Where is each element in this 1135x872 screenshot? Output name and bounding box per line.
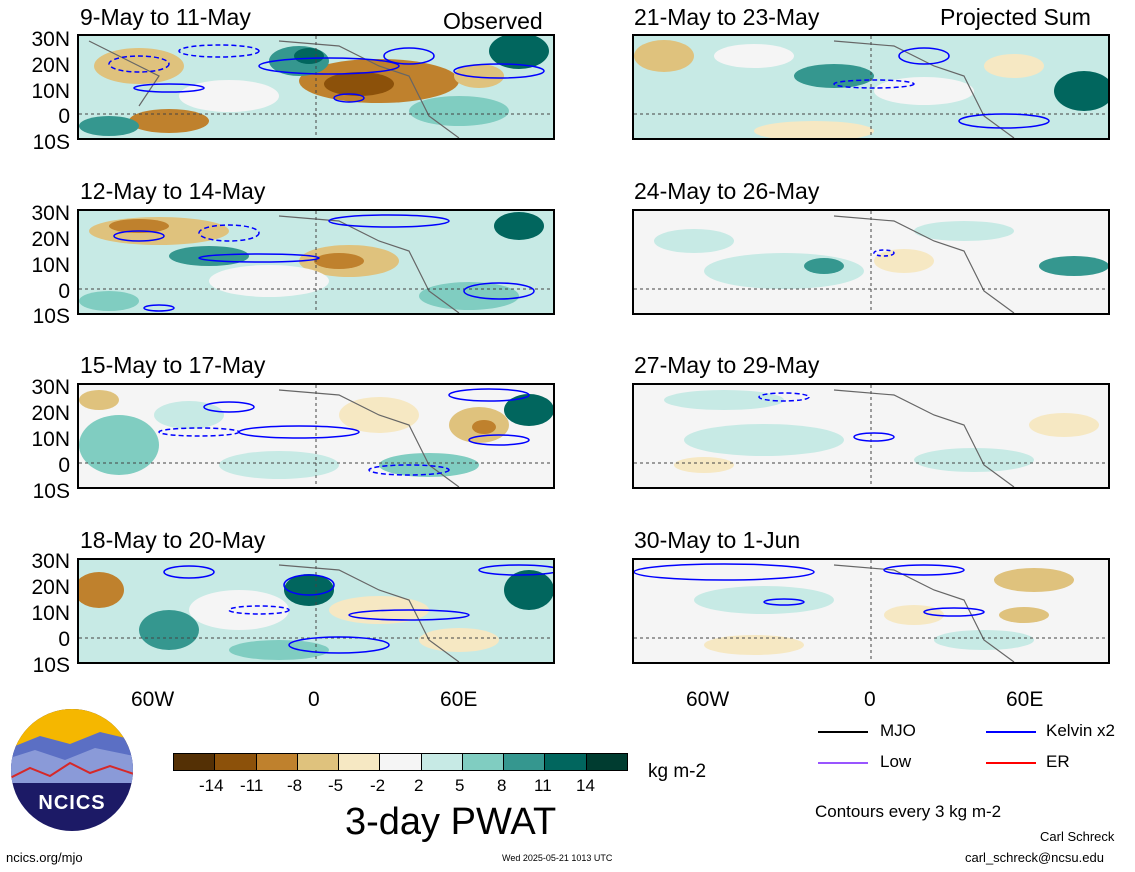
colorbar [173,753,628,771]
colorbar-tick: -11 [240,776,264,795]
y-tick: 0 [58,628,70,651]
map-panel-7 [632,383,1110,489]
y-tick: 10N [31,254,70,277]
y-tick: 0 [58,280,70,303]
colorbar-tick: -8 [287,776,303,795]
y-tick: 10S [32,480,70,503]
kelvin-line [986,731,1036,733]
legend-er: ER [1046,752,1070,771]
y-tick: 10S [32,131,70,154]
projected-sum-label: Projected Sum [940,4,1091,30]
colorbar-tick: 8 [497,776,507,795]
y-tick: 30N [31,376,70,399]
panel-title-6: 24-May to 26-May [634,178,820,204]
y-tick: 10N [31,428,70,451]
map-panel-8 [632,558,1110,664]
x-tick: 60W [131,688,175,711]
map-panel-2 [77,209,555,315]
x-tick: 0 [864,688,876,711]
x-tick: 60E [440,688,478,711]
panel-title-3: 15-May to 17-May [80,352,266,378]
colorbar-swatch [296,754,339,770]
site-url[interactable]: ncics.org/mjo [6,850,83,865]
timestamp: Wed 2025-05-21 1013 UTC [502,853,613,863]
y-tick: 20N [31,576,70,599]
colorbar-swatch [338,754,380,770]
colorbar-tick: 2 [414,776,424,795]
colorbar-units: kg m-2 [648,761,707,782]
y-tick: 10N [31,80,70,103]
y-tick: 30N [31,550,70,573]
x-tick: 0 [308,688,320,711]
y-tick: 30N [31,28,70,51]
low-line [818,762,868,764]
y-tick: 10N [31,602,70,625]
y-tick: 10S [32,305,70,328]
y-tick: 20N [31,228,70,251]
colorbar-swatch [255,754,297,770]
colorbar-swatch [214,754,256,770]
panel-title-8: 30-May to 1-Jun [634,527,801,553]
legend-kelvin: Kelvin x2 [1046,721,1115,740]
map-panel-1 [77,34,555,140]
mjo-line [818,731,868,733]
colorbar-tick: -5 [328,776,344,795]
y-tick: 20N [31,54,70,77]
panel-title-5: 21-May to 23-May [634,4,820,30]
colorbar-swatch [420,754,462,770]
colorbar-swatch [379,754,421,770]
x-tick: 60W [686,688,730,711]
panel-title-2: 12-May to 14-May [80,178,266,204]
colorbar-title: 3-day PWAT [345,801,557,843]
x-tick: 60E [1006,688,1044,711]
colorbar-swatch [544,754,586,770]
ncics-logo: NCICS [10,708,134,832]
map-panel-5 [632,34,1110,140]
colorbar-tick: 5 [455,776,465,795]
map-panel-4 [77,558,555,664]
colorbar-swatch [174,754,215,770]
colorbar-tick: -2 [370,776,386,795]
map-panel-3 [77,383,555,489]
colorbar-swatch [585,754,627,770]
panel-title-7: 27-May to 29-May [634,352,820,378]
author: Carl Schreck [1040,829,1115,844]
colorbar-swatch [461,754,504,770]
legend-mjo: MJO [880,721,916,740]
map-panel-6 [632,209,1110,315]
panel-title-4: 18-May to 20-May [80,527,266,553]
email: carl_schreck@ncsu.edu [965,850,1104,865]
y-tick: 20N [31,402,70,425]
y-tick: 10S [32,654,70,677]
y-tick: 0 [58,454,70,477]
colorbar-swatch [503,754,545,770]
y-tick: 0 [58,105,70,128]
logo-text: NCICS [38,792,106,814]
contours-note: Contours every 3 kg m-2 [815,802,1002,821]
y-tick: 30N [31,202,70,225]
colorbar-tick: 11 [534,776,552,795]
er-line [986,762,1036,764]
observed-label: Observed [443,8,543,34]
legend-low: Low [880,752,912,771]
panel-title-1: 9-May to 11-May [80,4,251,30]
colorbar-tick: -14 [199,776,224,795]
colorbar-tick: 14 [576,776,595,795]
